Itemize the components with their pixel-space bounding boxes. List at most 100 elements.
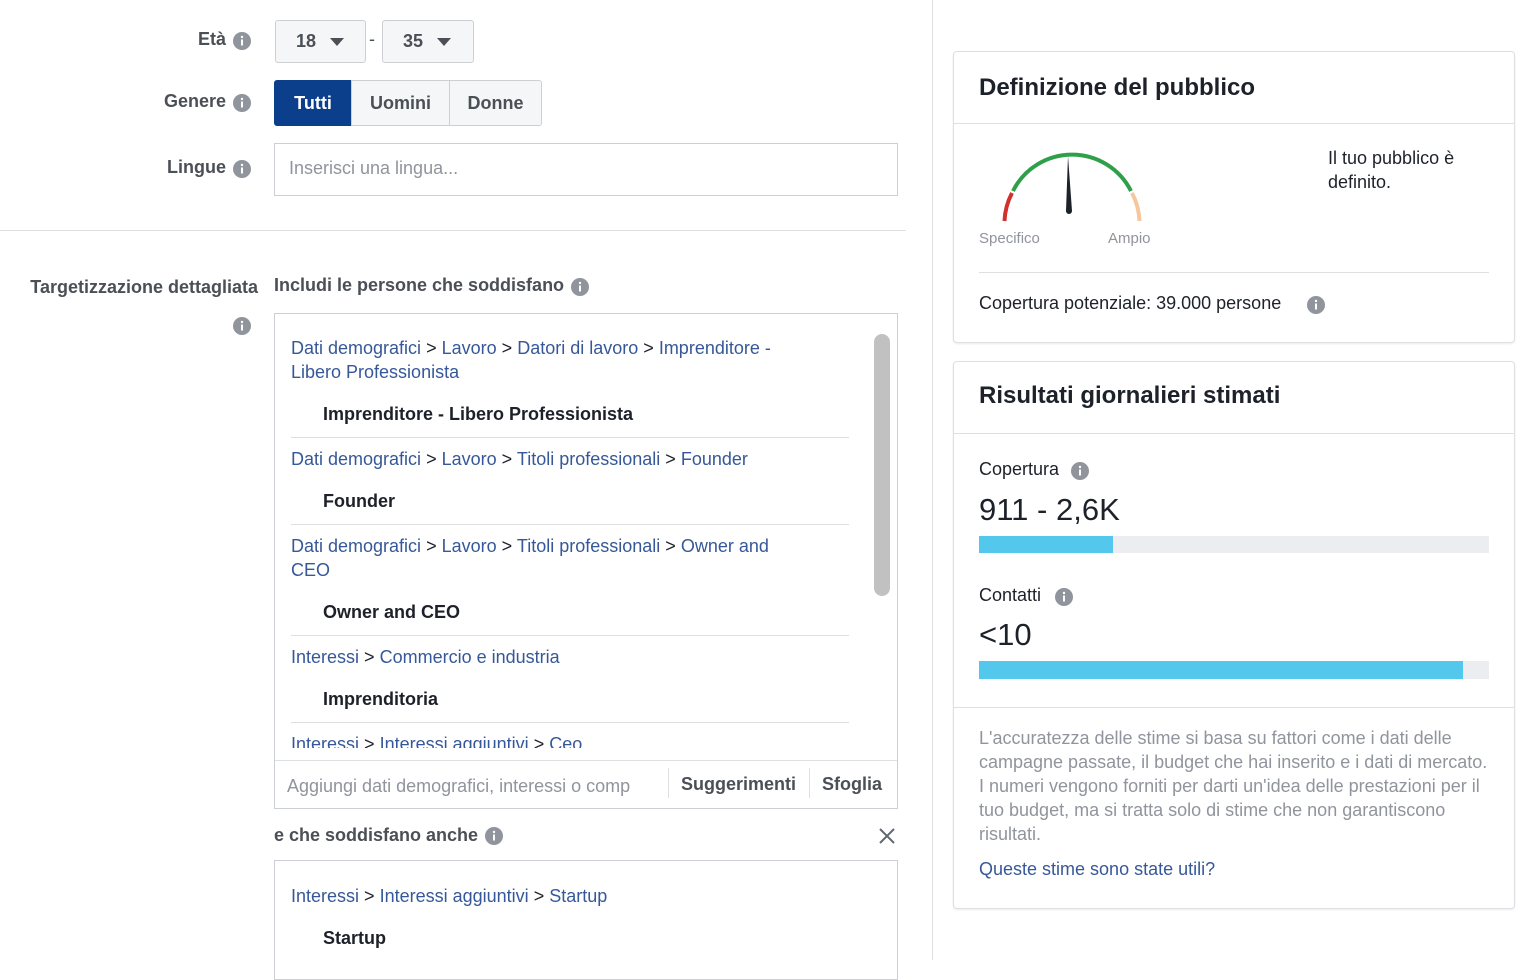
breadcrumb-link[interactable]: Interessi aggiuntivi — [379, 886, 529, 906]
contacts-bar — [979, 661, 1489, 679]
info-icon[interactable] — [233, 160, 251, 178]
breadcrumb-link[interactable]: Titoli professionali — [516, 449, 661, 469]
age-separator: - — [369, 29, 375, 49]
potential-reach: Copertura potenziale: 39.000 persone — [979, 293, 1282, 313]
targeting-name: Founder — [323, 491, 395, 511]
breadcrumb-separator: > — [501, 338, 513, 358]
breadcrumb-link[interactable]: Titoli professionali — [516, 536, 661, 556]
breadcrumb-link[interactable]: Interessi — [291, 647, 360, 667]
breadcrumb-link[interactable]: Startup — [549, 886, 608, 906]
age-label: Età — [197, 29, 226, 49]
targeting-list: Dati demografici > Lavoro > Datori di la… — [291, 314, 871, 748]
include-title: Includi le persone che soddisfano — [274, 275, 565, 295]
breadcrumb-link[interactable]: Owner and CEO — [291, 536, 769, 580]
close-icon[interactable] — [879, 828, 895, 844]
languages-label: Lingue — [167, 157, 226, 177]
breadcrumb-link[interactable]: Interessi — [291, 734, 360, 748]
narrow-box: Interessi > Interessi aggiuntivi > Start… — [274, 860, 898, 980]
reach-bar-fill — [979, 536, 1113, 553]
info-icon[interactable] — [571, 278, 589, 296]
targeting-name: Startup — [323, 928, 386, 948]
gauge — [1002, 152, 1142, 222]
gender-button[interactable]: Uomini — [351, 80, 450, 126]
breadcrumb-separator: > — [364, 886, 375, 906]
info-icon[interactable] — [233, 32, 251, 50]
caret — [437, 37, 452, 46]
scrollbar-thumb[interactable] — [874, 334, 890, 596]
info-icon[interactable] — [1071, 462, 1089, 480]
search-input[interactable]: Aggiungi dati demografici, interessi o c… — [287, 776, 631, 796]
info-icon[interactable] — [233, 317, 251, 335]
targeting-item: Interessi > Interessi aggiuntivi > Ceo — [291, 723, 849, 748]
breadcrumb: Interessi > Interessi aggiuntivi > Ceo — [291, 732, 811, 748]
breadcrumb: Dati demografici > Lavoro > Titoli profe… — [291, 534, 811, 582]
breadcrumb-link[interactable]: Founder — [680, 449, 748, 469]
targeting-item: Dati demografici > Lavoro > Datori di la… — [291, 327, 849, 438]
targeting-item: Interessi > Commercio e industria Imprend… — [291, 636, 849, 723]
breadcrumb-link[interactable]: Dati demografici — [291, 338, 422, 358]
breadcrumb-link[interactable]: Interessi — [291, 886, 360, 906]
caret — [330, 37, 345, 46]
info-icon[interactable] — [485, 827, 503, 845]
placeholder: Inserisci una lingua... — [289, 158, 459, 178]
breadcrumb-separator: > — [364, 734, 375, 748]
divider — [954, 707, 1514, 708]
breadcrumb: Interessi > Interessi aggiuntivi > Start… — [291, 884, 811, 908]
targeting-name: Imprenditoria — [323, 689, 439, 709]
age-min-dropdown[interactable]: 18 — [275, 20, 366, 63]
divider — [0, 230, 906, 231]
browse-button[interactable]: Sfoglia — [822, 774, 883, 794]
results-panel: Risultati giornalieri stimati Copertura … — [953, 361, 1515, 909]
language-input[interactable]: Inserisci una lingua... — [274, 143, 898, 196]
column-divider — [932, 0, 933, 960]
feedback-link[interactable]: Queste stime sono state utili? — [979, 859, 1216, 879]
divider — [275, 760, 897, 761]
targeting-name: Owner and CEO — [323, 602, 461, 622]
breadcrumb-link[interactable]: Commercio e industria — [379, 647, 560, 667]
gender-button[interactable]: Donne — [449, 80, 542, 126]
breadcrumb-separator: > — [426, 338, 437, 358]
breadcrumb-separator: > — [426, 536, 437, 556]
breadcrumb-separator: > — [665, 449, 676, 469]
gender-button[interactable]: Tutti — [274, 80, 352, 126]
breadcrumb-link[interactable]: Dati demografici — [291, 449, 422, 469]
targeting-list: Interessi > Interessi aggiuntivi > Start… — [291, 875, 871, 961]
audience-status: Il tuo pubblico è definito. — [1328, 148, 1455, 192]
breadcrumb-link[interactable]: Interessi aggiuntivi — [379, 734, 529, 748]
breadcrumb-separator: > — [501, 449, 513, 469]
reach-label: Copertura — [979, 459, 1060, 479]
targeting-name: Imprenditore - Libero Professionista — [323, 404, 634, 424]
breadcrumb-link[interactable]: Dati demografici — [291, 536, 422, 556]
divider — [954, 123, 1514, 124]
breadcrumb-separator: > — [533, 886, 545, 906]
breadcrumb-link[interactable]: Lavoro — [441, 338, 497, 358]
suggestions-button[interactable]: Suggerimenti — [681, 774, 797, 794]
info-icon[interactable] — [233, 94, 251, 112]
targeting-item: Interessi > Interessi aggiuntivi > Start… — [291, 875, 849, 961]
age-max-dropdown[interactable]: 35 — [382, 20, 474, 63]
targeting-item: Dati demografici > Lavoro > Titoli profe… — [291, 438, 849, 525]
gauge-min-label: Specifico — [979, 230, 1040, 247]
detailed-label: Targetizzazione dettagliata — [30, 277, 258, 297]
breadcrumb-separator: > — [426, 449, 437, 469]
divider — [979, 272, 1489, 273]
breadcrumb: Dati demografici > Lavoro > Titoli profe… — [291, 447, 811, 471]
divider — [809, 768, 810, 798]
breadcrumb-link[interactable]: Ceo — [549, 734, 583, 748]
breadcrumb: Interessi > Commercio e industria — [291, 645, 811, 669]
breadcrumb-link[interactable]: Imprenditore - Libero Professionista — [291, 338, 771, 382]
breadcrumb-link[interactable]: Lavoro — [441, 536, 497, 556]
info-icon[interactable] — [1307, 296, 1325, 314]
breadcrumb-separator: > — [364, 647, 375, 667]
breadcrumb-link[interactable]: Datori di lavoro — [517, 338, 639, 358]
disclaimer: L'accuratezza delle stime si basa su fat… — [979, 728, 1488, 844]
breadcrumb-separator: > — [665, 536, 676, 556]
panel-title: Definizione del pubblico — [979, 74, 1255, 101]
gender-label: Genere — [163, 91, 226, 111]
age-max: 35 — [403, 31, 424, 51]
reach-bar — [979, 536, 1489, 553]
breadcrumb-link[interactable]: Lavoro — [441, 449, 497, 469]
info-icon[interactable] — [1055, 588, 1073, 606]
breadcrumb: Dati demografici > Lavoro > Datori di la… — [291, 336, 811, 384]
